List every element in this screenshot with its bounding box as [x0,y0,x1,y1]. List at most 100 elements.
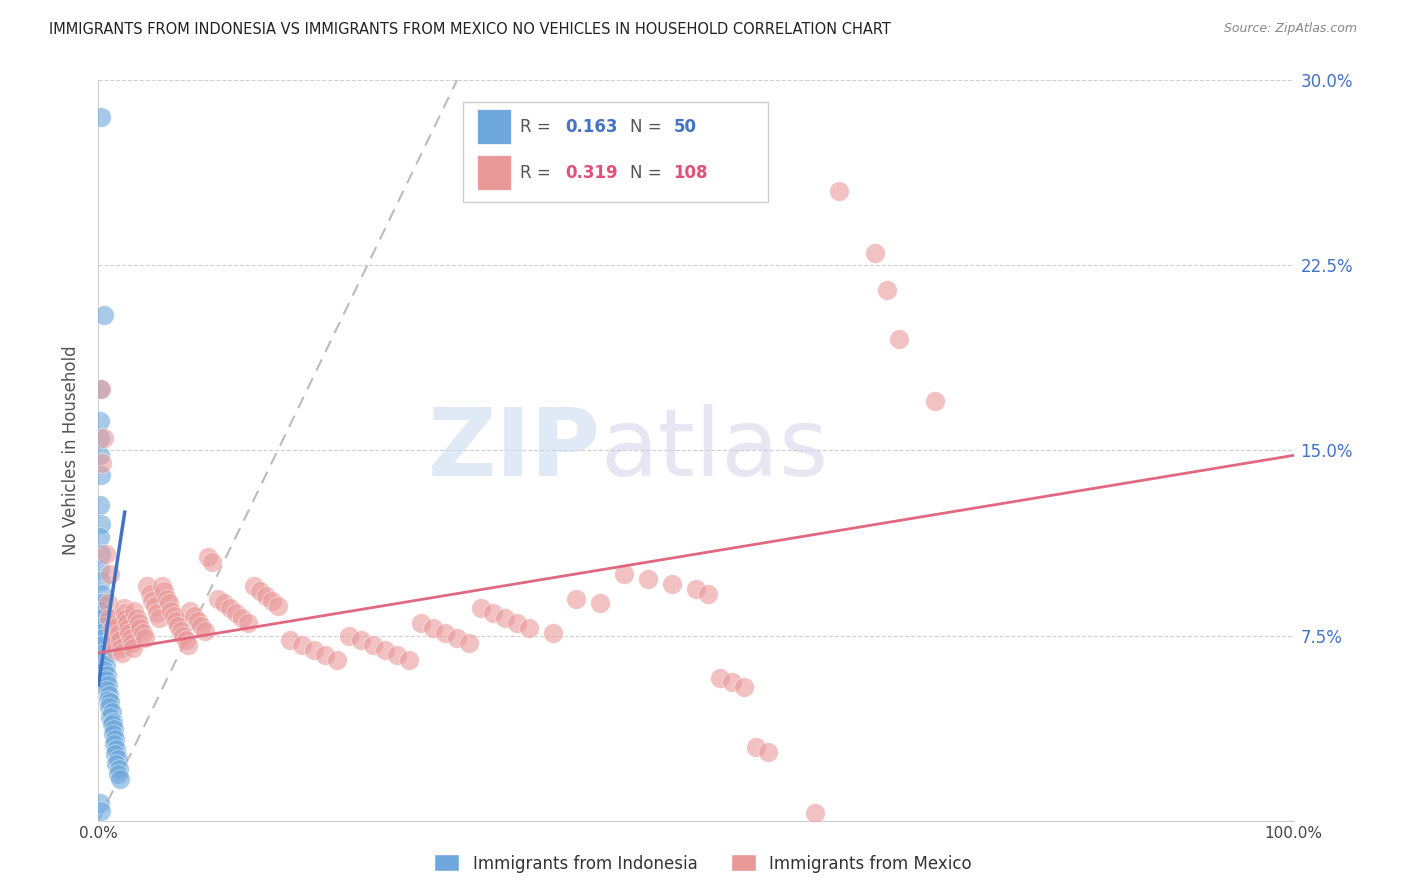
Point [177,639,200,653]
Point [291,639,314,653]
Point [93,646,115,660]
Point [98,700,121,714]
Point [97,597,120,611]
Point [89,431,111,445]
Point [115,616,138,631]
Point [91,618,114,632]
Point [90,468,112,483]
Point [105,756,128,771]
Point [363,639,385,653]
Point [422,621,444,635]
Text: 0.319: 0.319 [565,163,619,182]
Point [90,626,112,640]
Point [194,624,217,638]
Point [89,562,111,576]
Point [124,604,146,618]
Point [385,648,409,663]
Point [94,658,117,673]
Point [98,695,122,709]
Point [315,648,337,663]
Point [174,633,197,648]
Point [160,604,183,618]
Point [219,601,242,615]
Point [157,597,180,611]
Point [104,643,127,657]
Point [118,626,141,640]
Text: N =: N = [630,163,666,182]
Text: Source: ZipAtlas.com: Source: ZipAtlas.com [1223,22,1357,36]
Point [89,530,111,544]
Point [458,636,481,650]
Point [865,246,887,260]
Point [108,633,131,648]
Point [143,599,166,613]
Point [756,745,779,759]
Point [104,732,127,747]
Point [155,591,177,606]
Point [89,449,111,463]
Point [90,574,112,589]
Point [924,394,946,409]
Point [339,628,361,642]
Point [122,640,145,655]
Point [131,626,153,640]
Point [90,804,112,818]
Point [96,682,118,697]
Point [876,283,898,297]
Point [260,594,283,608]
Point [90,111,112,125]
Point [148,611,170,625]
Point [108,772,131,786]
Point [96,668,118,682]
Point [91,639,114,653]
Text: N =: N = [630,118,666,136]
Point [136,579,159,593]
Text: 50: 50 [673,118,696,136]
Point [105,611,128,625]
Point [254,589,277,603]
Point [350,633,373,648]
Point [97,692,120,706]
Point [494,611,516,625]
Point [125,611,148,625]
Point [117,621,139,635]
Point [828,184,851,198]
Point [107,766,129,780]
Point [114,607,136,621]
Point [89,414,111,428]
Text: IMMIGRANTS FROM INDONESIA VS IMMIGRANTS FROM MEXICO NO VEHICLES IN HOUSEHOLD COR: IMMIGRANTS FROM INDONESIA VS IMMIGRANTS … [49,22,891,37]
Point [398,653,420,667]
Point [506,616,529,631]
Point [91,631,114,645]
Point [721,675,744,690]
Point [804,806,827,821]
Point [589,597,612,611]
Point [129,621,152,635]
Point [89,382,111,396]
Point [613,566,636,581]
Point [120,631,142,645]
Point [565,591,588,606]
Point [91,586,114,600]
Point [107,618,129,632]
Bar [477,109,510,145]
Point [110,640,132,655]
Point [446,631,468,645]
Point [93,663,115,677]
Point [637,572,659,586]
Point [93,308,115,322]
Text: 108: 108 [673,163,707,182]
Point [97,678,120,692]
Point [172,628,194,642]
Text: R =: R = [520,163,557,182]
Point [101,714,124,729]
Point [745,739,768,754]
Point [107,762,129,776]
Point [179,604,201,618]
Point [101,727,124,741]
Point [541,626,564,640]
Point [165,614,187,628]
Point [470,601,492,615]
Point [91,604,114,618]
Point [231,611,253,625]
